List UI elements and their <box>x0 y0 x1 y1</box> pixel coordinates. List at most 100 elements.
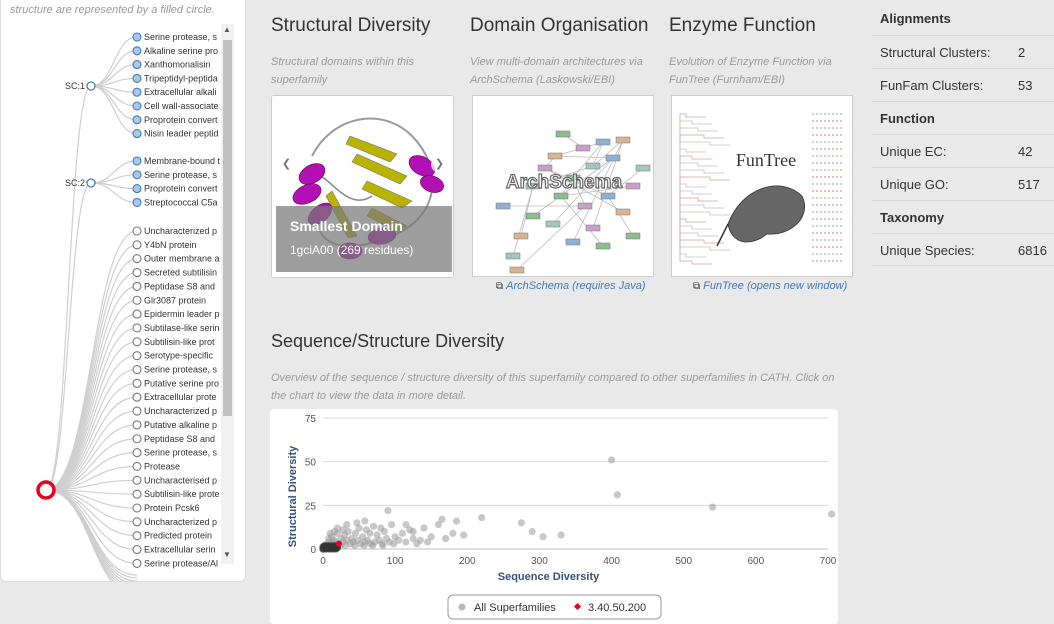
scrollbar-thumb[interactable] <box>223 40 232 416</box>
scatter-point[interactable] <box>452 517 461 525</box>
tree-leaf-node[interactable] <box>132 461 142 472</box>
tree-scrollbar[interactable]: ▲ ▼ <box>221 24 234 564</box>
sc-node[interactable] <box>86 178 96 188</box>
scatter-point[interactable] <box>341 541 349 550</box>
tree-root-node[interactable] <box>36 480 56 500</box>
scatter-point[interactable] <box>420 524 428 532</box>
tree-leaf-node[interactable] <box>132 475 142 485</box>
tree-leaf-node[interactable] <box>132 448 142 458</box>
tree-leaf-node[interactable] <box>132 197 142 207</box>
scatter-point[interactable] <box>330 527 339 536</box>
scatter-point[interactable] <box>438 515 446 523</box>
scatter-point[interactable] <box>366 529 374 537</box>
scatter-point[interactable] <box>409 527 417 536</box>
tree-leaf-node[interactable] <box>132 60 142 70</box>
scatter-point[interactable] <box>360 541 368 550</box>
tree-leaf-node[interactable] <box>132 531 142 541</box>
tree-leaf-node[interactable] <box>132 544 142 555</box>
tree-leaf-node[interactable] <box>132 364 142 375</box>
scatter-point[interactable] <box>353 519 361 527</box>
smallest-domain-carousel[interactable]: ❮ ❯ Smallest Domain 1gciA00 (269 residue… <box>271 95 454 278</box>
scatter-point[interactable] <box>377 524 385 532</box>
scatter-point[interactable] <box>339 526 347 534</box>
tree-leaf-node[interactable] <box>132 295 142 305</box>
tree-leaf-node[interactable] <box>132 32 142 42</box>
scatter-point[interactable] <box>427 533 435 541</box>
scroll-up-icon[interactable]: ▲ <box>223 25 231 34</box>
scatter-point[interactable] <box>539 533 547 541</box>
legend-label-highlight[interactable]: 3.40.50.200 <box>588 602 646 614</box>
scatter-point[interactable] <box>613 491 621 499</box>
tree-leaf-node[interactable] <box>132 87 142 97</box>
sc-node[interactable] <box>86 81 96 91</box>
scatter-point[interactable] <box>351 529 360 537</box>
scatter-point[interactable] <box>402 520 410 529</box>
scatter-point[interactable] <box>528 527 536 536</box>
tree-leaf-node[interactable] <box>132 378 142 388</box>
arch-edge <box>560 185 634 197</box>
scatter-point[interactable] <box>557 531 565 539</box>
tree-leaf-node[interactable] <box>132 156 142 166</box>
scatter-point[interactable] <box>424 538 432 546</box>
scatter-point[interactable] <box>387 520 396 529</box>
scatter-point[interactable] <box>442 534 450 543</box>
tree-leaf-node[interactable] <box>132 351 142 361</box>
tree-leaf-node[interactable] <box>132 406 142 416</box>
tree-leaf-node[interactable] <box>132 226 142 236</box>
scatter-point[interactable] <box>379 541 387 550</box>
tree-leaf-node[interactable] <box>132 281 142 291</box>
scatter-point[interactable] <box>402 538 410 546</box>
tree-leaf-node[interactable] <box>132 101 142 111</box>
tree-leaf-node[interactable] <box>132 309 142 319</box>
tree-leaf-node[interactable] <box>132 489 142 499</box>
scatter-point[interactable] <box>449 529 457 537</box>
funtree-thumbnail[interactable]: FunTree <box>671 95 853 277</box>
scatter-point[interactable] <box>343 520 351 529</box>
tree-leaf-node[interactable] <box>132 503 142 513</box>
scatter-point[interactable] <box>351 541 359 550</box>
legend-label-all[interactable]: All Superfamilies <box>474 602 556 614</box>
tree-leaf-node[interactable] <box>132 420 142 430</box>
tree-leaf-node[interactable] <box>132 129 142 139</box>
archschema-thumbnail[interactable]: ArchSchema <box>472 95 654 277</box>
carousel-prev-icon[interactable]: ❮ <box>278 156 295 173</box>
highlight-point[interactable] <box>335 540 342 547</box>
scatter-point[interactable] <box>409 534 417 543</box>
scatter-point[interactable] <box>607 456 616 464</box>
diversity-chart[interactable]: 0 25 50 75 0 100 200 300 400 500 600 700 Sequence Di… <box>270 409 838 624</box>
tree-leaf-node[interactable] <box>132 184 142 194</box>
scatter-point[interactable] <box>708 503 717 511</box>
scatter-point[interactable] <box>517 519 525 527</box>
scatter-point[interactable] <box>384 506 392 515</box>
tree-leaf-node[interactable] <box>132 323 142 333</box>
diversity-scatter-plot[interactable]: 0 25 50 75 0 100 200 300 400 500 600 700 Sequence Di… <box>270 409 838 624</box>
tree-leaf-node[interactable] <box>132 517 142 527</box>
tree-leaf-node[interactable] <box>132 73 142 83</box>
scatter-point[interactable] <box>478 513 486 522</box>
scroll-down-icon[interactable]: ▼ <box>223 550 231 559</box>
scatter-point[interactable] <box>369 522 378 530</box>
tree-leaf-node[interactable] <box>132 46 142 56</box>
tree-leaf-node[interactable] <box>132 434 142 444</box>
scatter-point[interactable] <box>434 520 443 529</box>
funtree-link[interactable]: ⧉ FunTree (opens new window) <box>693 280 847 292</box>
scatter-point[interactable] <box>398 529 406 537</box>
carousel-next-icon[interactable]: ❯ <box>431 156 448 173</box>
tree-leaf-node[interactable] <box>132 240 142 250</box>
scatter-point[interactable] <box>361 517 369 525</box>
tree-leaf-node[interactable] <box>132 267 142 278</box>
scatter-point[interactable] <box>828 510 836 518</box>
superfamily-tree[interactable]: SC:1 SC:2 Serine protease, s Alkaline serin… <box>1 0 246 582</box>
tree-leaf-node[interactable] <box>132 337 142 347</box>
scatter-point[interactable] <box>460 531 468 539</box>
tree-leaf-node[interactable] <box>132 115 142 125</box>
tree-leaf-node[interactable] <box>132 254 142 264</box>
tree-leaf-node[interactable] <box>132 558 142 568</box>
scatter-point[interactable] <box>369 541 377 550</box>
scatter-point[interactable] <box>413 540 421 548</box>
scatter-point[interactable] <box>395 536 403 544</box>
scatter-point[interactable] <box>390 540 398 548</box>
tree-leaf-node[interactable] <box>132 392 142 402</box>
archschema-link[interactable]: ⧉ ArchSchema (requires Java) <box>496 280 646 292</box>
tree-leaf-node[interactable] <box>132 170 142 180</box>
